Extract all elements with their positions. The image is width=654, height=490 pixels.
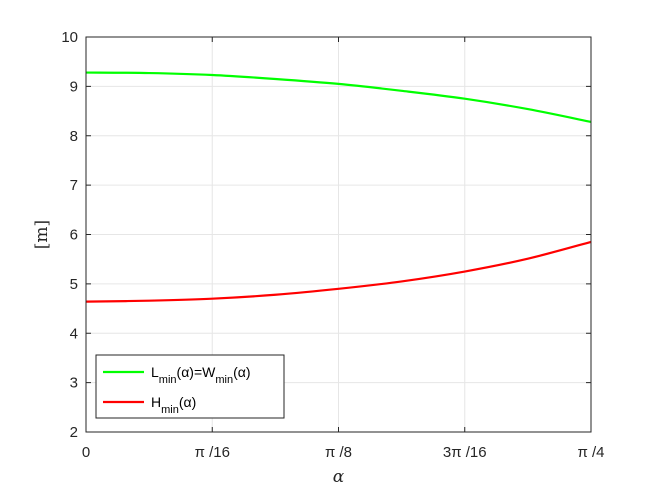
x-axis-label: α [333, 467, 345, 487]
y-tick-label: 2 [70, 424, 78, 441]
y-tick-label: 5 [70, 276, 78, 293]
y-tick-label: 3 [70, 375, 78, 392]
y-tick-label: 9 [70, 78, 78, 95]
x-tick-label: π /4 [577, 444, 604, 461]
x-tick-label: 3π /16 [443, 444, 487, 461]
axis-ticks [85, 36, 592, 433]
plot-series [85, 71, 592, 303]
x-tick-label: π /16 [195, 444, 230, 461]
y-tick-label: 4 [70, 325, 78, 342]
y-tick-labels: 2 3 4 5 6 7 8 9 10 [61, 29, 78, 441]
x-tick-label: π /8 [325, 444, 352, 461]
legend: Lmin(α)=Wmin(α) Hmin(α) [95, 354, 285, 419]
y-axis-label: [m] [32, 220, 52, 249]
legend-box [95, 354, 285, 419]
legend-label-1: Hmin(α) [151, 394, 196, 416]
x-tick-labels: 0 π /16 π /8 3π /16 π /4 [82, 444, 605, 461]
y-tick-label: 6 [70, 227, 78, 244]
series-line-1 [85, 240, 592, 303]
y-tick-label: 10 [61, 29, 78, 46]
y-tick-label: 8 [70, 128, 78, 145]
series-line-0 [85, 71, 592, 124]
x-tick-label: 0 [82, 444, 90, 461]
y-tick-label: 7 [70, 177, 78, 194]
legend-label-0: Lmin(α)=Wmin(α) [151, 364, 251, 386]
